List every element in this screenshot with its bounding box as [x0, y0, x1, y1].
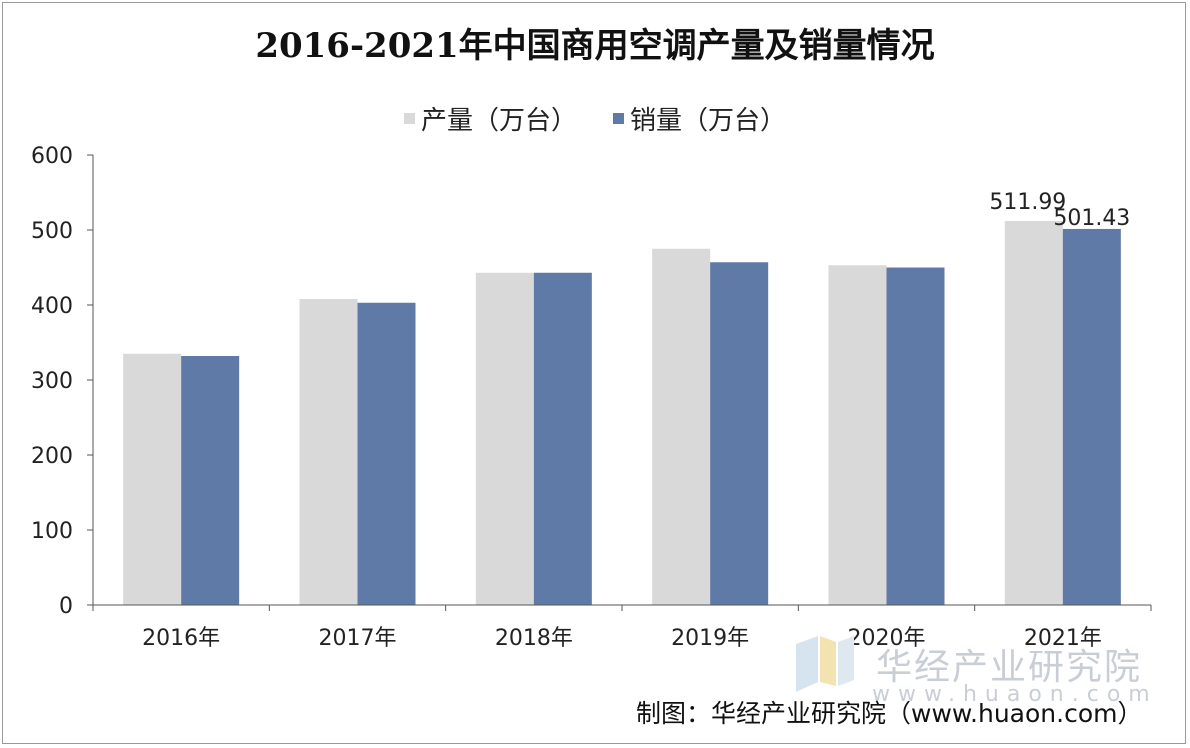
x-tick-label: 2017年: [319, 626, 397, 651]
legend-swatch-production: [403, 113, 415, 124]
bar-sales: [533, 272, 592, 605]
bar-production: [299, 299, 358, 605]
legend-label-production: 产量（万台）: [420, 106, 577, 136]
data-label-production: 511.99: [989, 190, 1066, 215]
bar-sales: [886, 267, 945, 605]
bar-production: [652, 248, 711, 605]
legend-label-sales: 销量（万台）: [630, 106, 787, 136]
x-tick-label: 2019年: [671, 626, 749, 651]
bar-sales: [1062, 228, 1121, 606]
y-tick-label: 200: [31, 444, 73, 469]
huaon-logo-icon: [796, 636, 854, 692]
bar-sales: [710, 262, 769, 605]
legend: 产量（万台） 销量（万台）: [0, 100, 1190, 137]
y-tick-label: 400: [31, 294, 73, 319]
y-tick-label: 0: [59, 594, 73, 619]
x-tick-label: 2016年: [142, 626, 220, 651]
bar-production: [123, 353, 182, 605]
bar-production: [1004, 221, 1063, 605]
legend-item-sales: 销量（万台）: [613, 100, 786, 137]
y-tick-label: 600: [31, 144, 73, 169]
bar-production: [475, 272, 534, 605]
x-tick-label: 2021年: [1024, 626, 1102, 651]
data-label-sales: 501.43: [1053, 206, 1130, 231]
bar-sales: [357, 302, 416, 605]
y-tick-label: 300: [31, 369, 73, 394]
bar-sales: [181, 356, 240, 605]
bar-production: [828, 265, 887, 605]
legend-swatch-sales: [613, 113, 624, 124]
watermark-name: 华经产业研究院: [876, 647, 1143, 688]
legend-item-production: 产量（万台）: [403, 100, 577, 137]
source-note: 制图：华经产业研究院（www.huaon.com）: [636, 699, 1143, 728]
watermark-url: www.huaon.com: [872, 682, 1158, 707]
x-tick-label: 2020年: [848, 626, 926, 651]
x-tick-label: 2018年: [495, 626, 573, 651]
chart-title: 2016-2021年中国商用空调产量及销量情况: [255, 26, 935, 66]
y-tick-label: 500: [31, 219, 73, 244]
y-tick-label: 100: [31, 519, 73, 544]
